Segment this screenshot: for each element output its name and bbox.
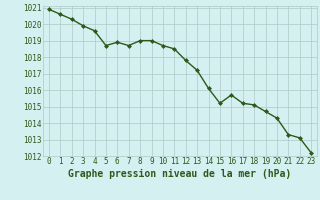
X-axis label: Graphe pression niveau de la mer (hPa): Graphe pression niveau de la mer (hPa) <box>68 169 292 179</box>
